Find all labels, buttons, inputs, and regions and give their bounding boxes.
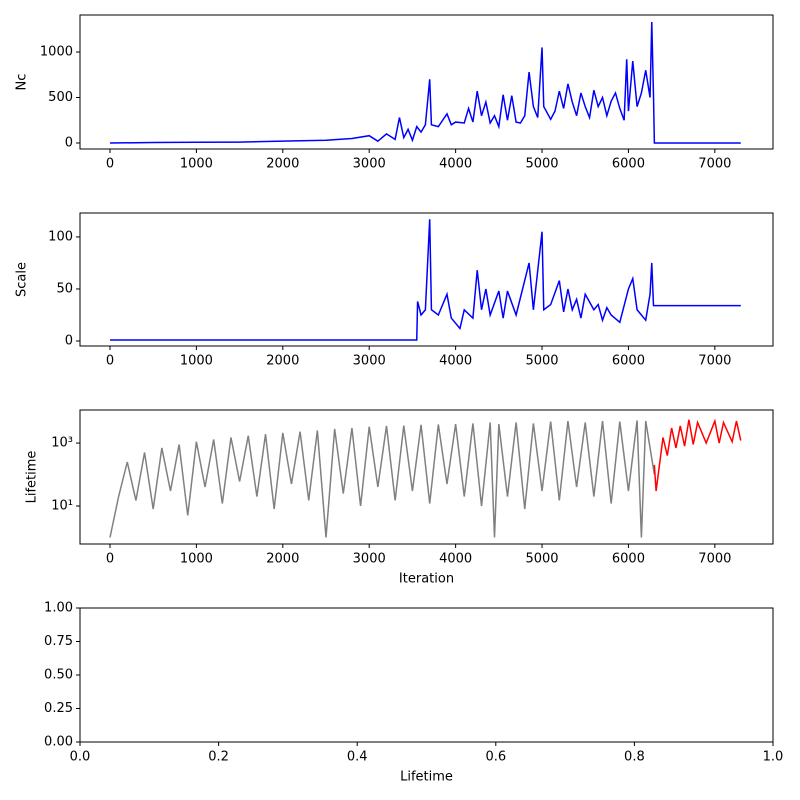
x-tick-label: 0.4 (347, 750, 368, 765)
x-tick-label: 0.2 (208, 750, 229, 765)
x-tick-label: 4000 (439, 157, 472, 172)
x-axis-label: Iteration (399, 572, 454, 587)
y-tick-label: 50 (56, 281, 73, 296)
y-tick-label: 0 (65, 135, 73, 150)
x-tick-label: 6000 (612, 354, 645, 369)
y-tick-label: 100 (48, 229, 73, 244)
x-tick-label: 0 (106, 552, 114, 567)
y-tick-label: 500 (48, 90, 73, 105)
x-tick-label: 1000 (180, 157, 213, 172)
x-tick-label: 4000 (439, 354, 472, 369)
subplot: 0 1000 2000 3000 4000 5000 6000 7000 0 500 1000 Nc (15, 14, 774, 172)
data-line (109, 21, 741, 144)
axes-frame (79, 14, 774, 150)
x-tick-label: 0 (106, 354, 114, 369)
x-tick-label: 5000 (525, 157, 558, 172)
x-tick-label: 6000 (612, 552, 645, 567)
x-tick-label: 1.0 (763, 750, 784, 765)
axes-frame (79, 409, 774, 545)
x-tick-label: 0.6 (485, 750, 506, 765)
x-tick-label: 3000 (353, 552, 386, 567)
x-tick-label: 5000 (525, 354, 558, 369)
y-tick-label: 0.25 (44, 701, 73, 716)
x-tick-label: 4000 (439, 552, 472, 567)
y-tick-label: 1.00 (44, 601, 73, 616)
y-axis-label: Scale (15, 262, 30, 297)
x-tick-label: 1000 (180, 354, 213, 369)
data-line (109, 219, 741, 341)
y-tick-label: 0.00 (44, 735, 73, 750)
data-line (109, 420, 656, 538)
x-tick-label: 6000 (612, 157, 645, 172)
x-tick-label: 3000 (353, 157, 386, 172)
y-tick-label: 1000 (40, 45, 73, 60)
y-axis-label: Nc (15, 74, 30, 91)
x-tick-label: 7000 (698, 552, 731, 567)
y-tick-label: 0 (65, 334, 73, 349)
x-tick-label: 1000 (180, 552, 213, 567)
y-tick-label: 10³ (51, 436, 73, 451)
subplot: 0 1000 2000 3000 4000 5000 6000 7000 10¹ 10³ Lifet… (25, 409, 774, 587)
x-tick-label: 0.0 (70, 750, 91, 765)
axes-frame (79, 607, 774, 743)
subplot: 0 1000 2000 3000 4000 5000 6000 7000 0 50 100 Scale (15, 212, 774, 369)
y-tick-label: 0.75 (44, 634, 73, 649)
x-tick-label: 0 (106, 157, 114, 172)
x-axis-label: Lifetime (400, 770, 453, 785)
x-tick-label: 3000 (353, 354, 386, 369)
y-tick-label: 10¹ (51, 498, 73, 513)
x-tick-label: 2000 (266, 354, 299, 369)
data-line (653, 418, 742, 492)
x-tick-label: 0.8 (624, 750, 645, 765)
subplot: 0.0 0.2 0.4 0.6 0.8 1.0 0.00 0.25 0.50 0.75 1.00 Li… (44, 601, 783, 785)
x-tick-label: 7000 (698, 157, 731, 172)
x-tick-label: 2000 (266, 552, 299, 567)
x-tick-label: 7000 (698, 354, 731, 369)
x-tick-label: 2000 (266, 157, 299, 172)
y-tick-label: 0.50 (44, 668, 73, 683)
y-axis-label: Lifetime (25, 451, 40, 504)
axes-frame (79, 212, 774, 347)
x-tick-label: 5000 (525, 552, 558, 567)
